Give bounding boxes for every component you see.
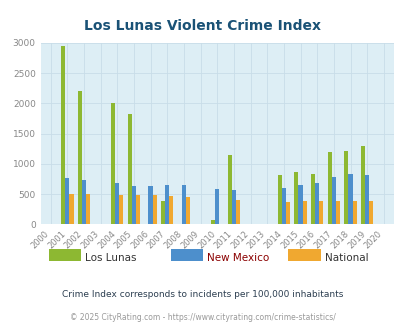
Bar xyxy=(277,175,281,224)
Text: © 2025 CityRating.com - https://www.cityrating.com/crime-statistics/: © 2025 CityRating.com - https://www.city… xyxy=(70,313,335,322)
Bar xyxy=(185,197,190,224)
Bar xyxy=(65,178,69,224)
Bar xyxy=(119,195,123,224)
Bar xyxy=(360,147,364,224)
Bar xyxy=(368,201,373,224)
Text: Crime Index corresponds to incidents per 100,000 inhabitants: Crime Index corresponds to incidents per… xyxy=(62,290,343,299)
Bar xyxy=(61,46,65,224)
Bar xyxy=(335,201,339,224)
Bar xyxy=(136,195,140,224)
Text: National: National xyxy=(324,253,367,263)
Bar xyxy=(127,114,132,224)
Bar xyxy=(148,186,152,224)
Bar xyxy=(314,183,318,224)
Bar xyxy=(227,155,231,224)
Bar xyxy=(285,202,290,224)
Bar xyxy=(215,189,219,224)
Bar xyxy=(302,201,306,224)
Bar xyxy=(310,174,314,224)
Text: Los Lunas Violent Crime Index: Los Lunas Violent Crime Index xyxy=(84,19,321,33)
Bar xyxy=(160,201,165,224)
Bar xyxy=(69,193,73,224)
Bar xyxy=(165,185,169,224)
Bar xyxy=(343,150,347,224)
Bar xyxy=(347,174,352,224)
Bar xyxy=(115,183,119,224)
Bar xyxy=(132,186,136,224)
Bar xyxy=(364,175,368,224)
Bar xyxy=(77,91,82,224)
Bar xyxy=(231,190,235,224)
Bar xyxy=(169,196,173,224)
Bar xyxy=(352,201,356,224)
Bar xyxy=(181,185,185,224)
Bar xyxy=(235,200,239,224)
Bar xyxy=(327,152,331,224)
Bar xyxy=(211,220,215,224)
Bar xyxy=(152,195,156,224)
Bar xyxy=(86,193,90,224)
Bar xyxy=(281,188,285,224)
Bar xyxy=(318,201,323,224)
Bar xyxy=(298,185,302,224)
Bar xyxy=(331,177,335,224)
Bar xyxy=(111,103,115,224)
Bar xyxy=(294,172,298,224)
Text: New Mexico: New Mexico xyxy=(207,253,269,263)
Bar xyxy=(82,180,86,224)
Text: Los Lunas: Los Lunas xyxy=(85,253,136,263)
